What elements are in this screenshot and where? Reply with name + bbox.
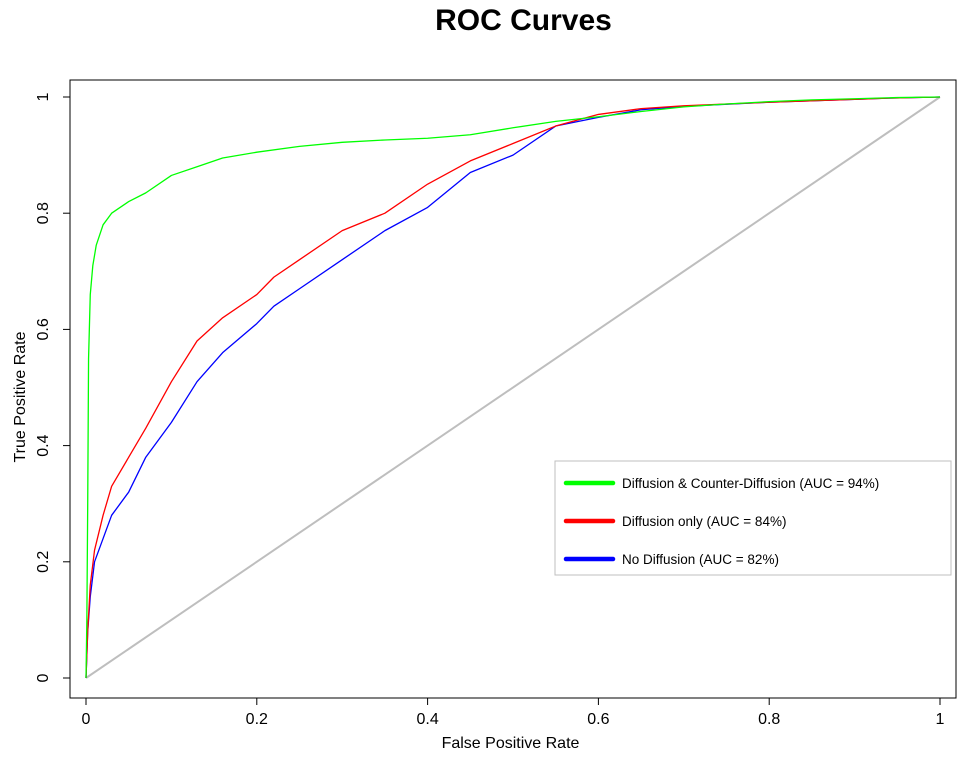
x-tick-label: 1 (936, 711, 945, 728)
x-tick-label: 0.6 (587, 711, 609, 728)
x-tick-label: 0.4 (416, 711, 438, 728)
plot-frame (69, 79, 957, 699)
y-tick-label: 0.8 (35, 202, 52, 224)
x-tick-label: 0 (82, 711, 91, 728)
y-tick-label: 0.4 (35, 434, 52, 456)
y-tick-label: 0 (35, 673, 52, 682)
x-axis-title: False Positive Rate (442, 735, 580, 752)
series-line-0 (85, 96, 941, 679)
y-tick-label: 1 (35, 92, 52, 101)
axes: 0 0.2 0.4 0.6 0.8 1 0 0.2 0.4 0.6 0.8 1 False Positi… (12, 79, 957, 752)
series-lines (85, 96, 941, 679)
x-tick-label: 0.8 (758, 711, 780, 728)
legend-label-0: Diffusion & Counter-Diffusion (AUC = 94%… (622, 476, 879, 491)
legend-label-2: No Diffusion (AUC = 82%) (622, 552, 779, 567)
x-tick-label: 0.2 (246, 711, 268, 728)
y-tick-label: 0.6 (35, 318, 52, 340)
series-line-2 (85, 96, 941, 679)
chart-title: ROC Curves (435, 4, 612, 37)
reference-diagonal-line (85, 96, 941, 679)
legend: Diffusion & Counter-Diffusion (AUC = 94%… (554, 460, 952, 576)
reference-diagonal (85, 96, 941, 679)
y-tick-label: 0.2 (35, 551, 52, 573)
legend-box (554, 460, 952, 576)
y-axis-title: True Positive Rate (12, 331, 29, 462)
series-line-1 (85, 96, 941, 679)
legend-label-1: Diffusion only (AUC = 84%) (622, 514, 786, 529)
